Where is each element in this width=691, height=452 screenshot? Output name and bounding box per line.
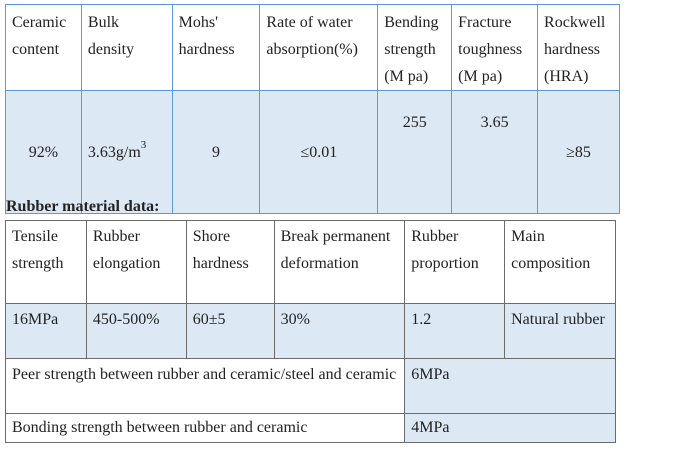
header-fracture-toughness: Fracture toughness (M pa) (451, 4, 539, 91)
header-rubber-proportion: Rubber proportion (404, 220, 506, 304)
table-row: 92% 3.63g/m3 9 ≤0.01 255 3.65 ≥85 (5, 90, 620, 214)
header-rockwell-hardness: Rockwell hardness (HRA) (537, 4, 620, 91)
value-fracture-toughness: 3.65 (451, 90, 539, 214)
value-ceramic-content: 92% (5, 90, 82, 214)
peer-strength-label: Peer strength between rubber and ceramic… (4, 358, 406, 414)
value-mohs-hardness: 9 (171, 90, 261, 214)
value-shore-hardness: 60±5 (185, 303, 275, 359)
value-water-absorption: ≤0.01 (259, 90, 379, 214)
header-main-composition: Main composition (504, 220, 616, 304)
bonding-strength-value: 4MPa (404, 413, 616, 443)
value-tensile-strength: 16MPa (5, 303, 87, 359)
header-break-deformation: Break permanent deformation (273, 220, 406, 304)
table-header-row: Ceramic content Bulk density Mohs' hardn… (5, 4, 620, 91)
table-row: Bonding strength between rubber and cera… (4, 413, 616, 443)
header-bulk-density: Bulk density (80, 4, 173, 91)
ceramic-properties-table: Ceramic content Bulk density Mohs' hardn… (5, 4, 620, 214)
value-rockwell-hardness: ≥85 (537, 90, 620, 214)
header-ceramic-content: Ceramic content (5, 4, 82, 91)
table-row: Peer strength between rubber and ceramic… (4, 358, 616, 414)
header-tensile-strength: Tensile strength (5, 220, 87, 304)
value-bending-strength: 255 (377, 90, 453, 214)
header-water-absorption: Rate of water absorption(%) (259, 4, 379, 91)
value-rubber-elongation: 450-500% (85, 303, 187, 359)
table-header-row: Tensile strength Rubber elongation Shore… (5, 220, 616, 304)
value-break-deformation: 30% (273, 303, 406, 359)
table-row: 16MPa 450-500% 60±5 30% 1.2 Natural rubb… (5, 303, 616, 359)
header-rubber-elongation: Rubber elongation (85, 220, 187, 304)
peer-strength-value: 6MPa (404, 358, 616, 414)
value-rubber-proportion: 1.2 (404, 303, 506, 359)
rubber-properties-table: Tensile strength Rubber elongation Shore… (4, 220, 616, 443)
value-bulk-density: 3.63g/m3 (80, 90, 173, 214)
header-bending-strength: Bending strength (M pa) (377, 4, 453, 91)
rubber-section-heading: Rubber material data: (6, 198, 160, 215)
header-shore-hardness: Shore hardness (185, 220, 275, 304)
header-mohs-hardness: Mohs' hardness (171, 4, 261, 91)
bonding-strength-label: Bonding strength between rubber and cera… (4, 413, 406, 443)
value-main-composition: Natural rubber (504, 303, 616, 359)
